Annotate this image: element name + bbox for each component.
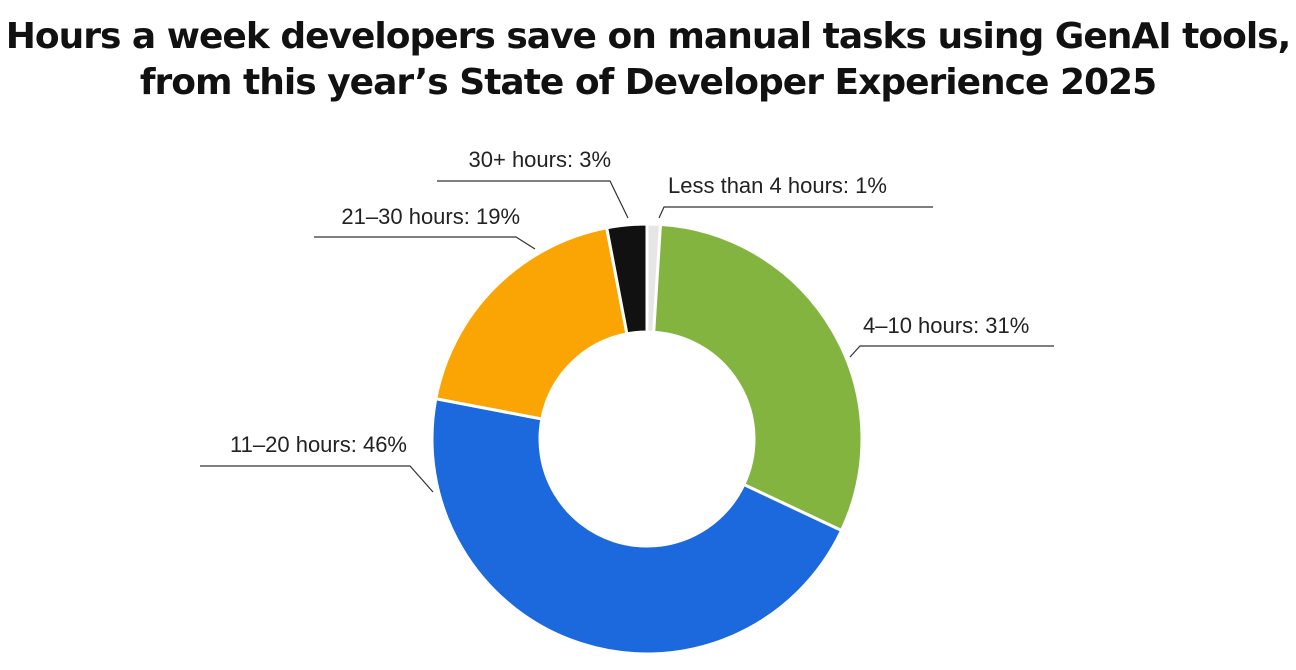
label-leader-lines [200, 180, 1054, 493]
donut-slice-2 [652, 222, 864, 533]
leader-line-5 [437, 180, 629, 219]
donut-slice-3 [430, 396, 844, 656]
leader-line-3 [200, 465, 434, 493]
slice-label-4: 21–30 hours: 19% [341, 204, 520, 229]
leader-line-2 [849, 345, 1054, 358]
chart-title-line-2: from this year’s State of Developer Expe… [139, 62, 1157, 103]
slice-labels: Less than 4 hours: 1% 4–10 hours: 31% 11–2… [230, 147, 1029, 457]
leader-line-4 [314, 236, 536, 250]
chart-title-line-1: Hours a week developers save on manual t… [5, 16, 1292, 57]
donut-slice-4 [434, 226, 629, 421]
slice-label-1: Less than 4 hours: 1% [668, 173, 887, 198]
slice-label-2: 4–10 hours: 31% [863, 313, 1029, 338]
slice-label-5: 30+ hours: 3% [469, 147, 611, 172]
slice-label-3: 11–20 hours: 46% [230, 432, 407, 457]
donut-slices [430, 222, 864, 656]
chart-title: Hours a week developers save on manual t… [0, 14, 1296, 106]
leader-line-1 [658, 206, 933, 219]
donut-slice-5 [604, 222, 649, 336]
